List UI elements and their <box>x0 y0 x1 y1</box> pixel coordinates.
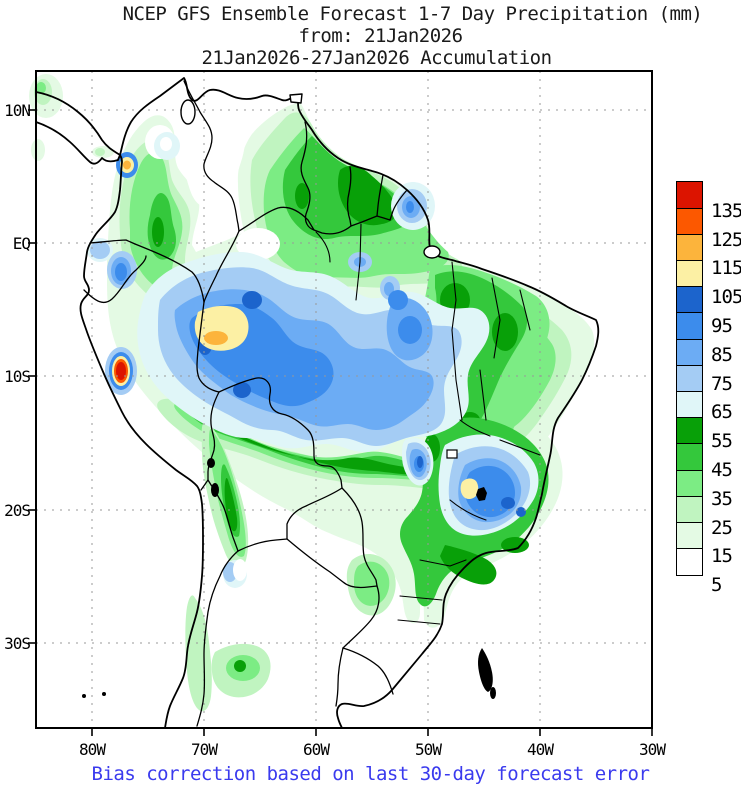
legend-color-swatch <box>676 260 703 288</box>
precip-field <box>29 74 595 712</box>
legend-color-swatch <box>676 495 703 524</box>
legend-color-swatch <box>676 548 703 577</box>
legend-value-label: 135 <box>711 199 741 222</box>
lat-tick-label: 10N <box>4 101 31 120</box>
lon-tick-label: 70W <box>191 740 218 759</box>
legend-color-swatch <box>676 233 703 262</box>
lon-tick-label: 50W <box>415 740 442 759</box>
lat-tick-label: EQ <box>12 234 31 253</box>
legend-color-swatch <box>676 522 703 550</box>
lon-tick-label: 30W <box>639 740 666 759</box>
figure-accum-line: 21Jan2026-27Jan2026 Accumulation <box>201 47 552 69</box>
legend-value-label: 125 <box>711 228 741 251</box>
legend-color-swatch <box>676 391 703 419</box>
legend-value-label: 45 <box>711 459 733 481</box>
legend-value-label: 5 <box>711 574 722 597</box>
legend-value-label: 75 <box>711 372 733 395</box>
legend-color-swatch <box>676 364 703 393</box>
legend-value-label: 15 <box>711 545 733 568</box>
figure-title: NCEP GFS Ensemble Forecast 1-7 Day Preci… <box>122 3 703 25</box>
color-legend: 135 125 115 105 95 85 75 65 55 45 35 25 15 5 <box>676 181 741 596</box>
legend-color-swatch <box>676 312 703 341</box>
figure-init-line: from: 21Jan2026 <box>298 25 463 47</box>
lat-tick-label: 20S <box>4 501 31 520</box>
legend-value-label: 25 <box>711 516 733 539</box>
lon-tick-label: 40W <box>527 740 554 759</box>
legend-color-swatch <box>676 181 703 210</box>
graticule <box>36 71 652 728</box>
legend-color-swatch <box>676 207 703 236</box>
legend-value-label: 95 <box>711 315 733 337</box>
legend-value-label: 85 <box>711 343 733 366</box>
lat-tick-label: 30S <box>4 634 31 653</box>
legend-value-label: 65 <box>711 401 733 424</box>
legend-color-swatch <box>676 469 703 498</box>
legend-boxes <box>676 181 703 577</box>
lon-tick-label: 60W <box>303 740 330 759</box>
lat-tick-label: 10S <box>4 367 31 386</box>
lon-tick-label: 80W <box>79 740 106 759</box>
legend-color-swatch <box>676 443 703 472</box>
bias-correction-note: Bias correction based on last 30-day for… <box>91 763 650 785</box>
coastlines-borders <box>35 77 600 729</box>
legend-value-label: 115 <box>711 257 741 280</box>
legend-value-label: 105 <box>711 286 741 309</box>
legend-value-label: 35 <box>711 487 733 510</box>
legend-color-swatch <box>676 338 703 367</box>
map-frame <box>28 70 653 736</box>
lakes <box>82 449 496 699</box>
legend-color-swatch <box>676 417 703 446</box>
legend-color-swatch <box>676 286 703 315</box>
legend-value-label: 55 <box>711 430 733 453</box>
